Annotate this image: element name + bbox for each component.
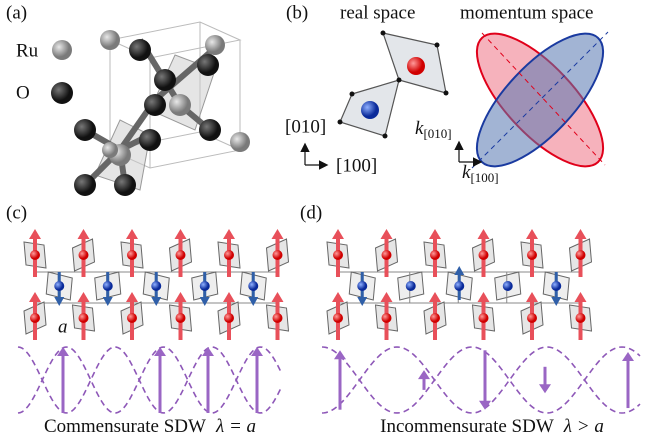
ru-site bbox=[224, 313, 234, 323]
ru-site bbox=[30, 313, 40, 323]
sdw-envelope bbox=[18, 347, 282, 413]
spin-head bbox=[29, 229, 41, 239]
spin-head bbox=[175, 292, 187, 302]
spin-head bbox=[454, 266, 464, 275]
spin-head bbox=[357, 297, 367, 306]
ru-site bbox=[54, 281, 64, 291]
axis-label: [100] bbox=[336, 155, 377, 176]
lattice-label: a bbox=[58, 316, 68, 337]
spin-head bbox=[202, 347, 214, 356]
ru-site bbox=[176, 313, 186, 323]
spin-head bbox=[381, 229, 393, 239]
ru-site bbox=[248, 281, 258, 291]
ru-site bbox=[479, 250, 489, 260]
ru-site bbox=[551, 281, 561, 291]
ru-site bbox=[527, 313, 537, 323]
ru-site bbox=[382, 313, 392, 323]
panel-label: (b) bbox=[286, 2, 308, 23]
spin-head bbox=[526, 229, 538, 239]
ru-site bbox=[176, 250, 186, 260]
legend-label: Ru bbox=[16, 40, 39, 61]
spin-head bbox=[151, 297, 161, 306]
spin-head bbox=[103, 297, 113, 306]
ru-site bbox=[576, 250, 586, 260]
spin-head bbox=[478, 229, 490, 239]
legend-label: O bbox=[16, 82, 30, 103]
spin-head bbox=[381, 292, 393, 302]
spin-head bbox=[526, 292, 538, 302]
axis-label: [010] bbox=[285, 116, 326, 137]
spin-head bbox=[78, 229, 90, 239]
spin-head bbox=[332, 292, 344, 302]
real-axes bbox=[305, 145, 326, 165]
blue-site bbox=[361, 101, 379, 119]
spin-head bbox=[551, 297, 561, 306]
spin-head bbox=[575, 292, 587, 302]
spin-head bbox=[575, 229, 587, 239]
spin-head bbox=[332, 229, 344, 239]
spin-head bbox=[622, 352, 634, 361]
spin-head bbox=[272, 292, 284, 302]
spin-head bbox=[223, 292, 235, 302]
ru-site bbox=[103, 281, 113, 291]
spin-head bbox=[478, 292, 490, 302]
ru-site bbox=[382, 250, 392, 260]
spin-head bbox=[126, 229, 138, 239]
lattice-incommensurate bbox=[322, 229, 640, 413]
ru-site bbox=[200, 281, 210, 291]
spin-head bbox=[200, 297, 210, 306]
legend-ru bbox=[52, 40, 72, 60]
spin-head bbox=[126, 292, 138, 302]
ru-site bbox=[127, 313, 137, 323]
spin-head bbox=[539, 384, 551, 393]
ru-site bbox=[79, 250, 89, 260]
figure: (a) Ru O (b) real space momentum space bbox=[0, 0, 647, 447]
spin-head bbox=[248, 297, 258, 306]
ru-site bbox=[333, 313, 343, 323]
panel-label: (a) bbox=[6, 2, 27, 23]
spin-head bbox=[429, 229, 441, 239]
sdw-envelope bbox=[18, 347, 282, 413]
k-label: k[010] bbox=[415, 118, 452, 141]
momentum-space-title: momentum space bbox=[460, 2, 594, 23]
ru-site bbox=[224, 250, 234, 260]
ru-site bbox=[273, 313, 283, 323]
ru-site bbox=[430, 313, 440, 323]
legend-o bbox=[51, 82, 73, 104]
spin-head bbox=[175, 229, 187, 239]
real-space-cells bbox=[340, 33, 446, 136]
spin-head bbox=[54, 297, 64, 306]
ru-site bbox=[79, 313, 89, 323]
spin-head bbox=[429, 292, 441, 302]
panel-label: (c) bbox=[6, 202, 27, 223]
ru-site bbox=[479, 313, 489, 323]
panel-label: (d) bbox=[300, 202, 322, 223]
ru-site bbox=[527, 250, 537, 260]
ru-site bbox=[333, 250, 343, 260]
ru-site bbox=[454, 281, 464, 291]
ru-site bbox=[406, 281, 416, 291]
ru-site bbox=[503, 281, 513, 291]
ru-site bbox=[430, 250, 440, 260]
spin-head bbox=[272, 229, 284, 239]
spin-head bbox=[78, 292, 90, 302]
ru-site bbox=[357, 281, 367, 291]
red-site bbox=[407, 57, 425, 75]
real-space-title: real space bbox=[340, 2, 415, 23]
ru-site bbox=[30, 250, 40, 260]
spin-head bbox=[29, 292, 41, 302]
ru-site bbox=[576, 313, 586, 323]
ru-site bbox=[127, 250, 137, 260]
ru-site bbox=[151, 281, 161, 291]
ru-site bbox=[273, 250, 283, 260]
spin-head bbox=[223, 229, 235, 239]
